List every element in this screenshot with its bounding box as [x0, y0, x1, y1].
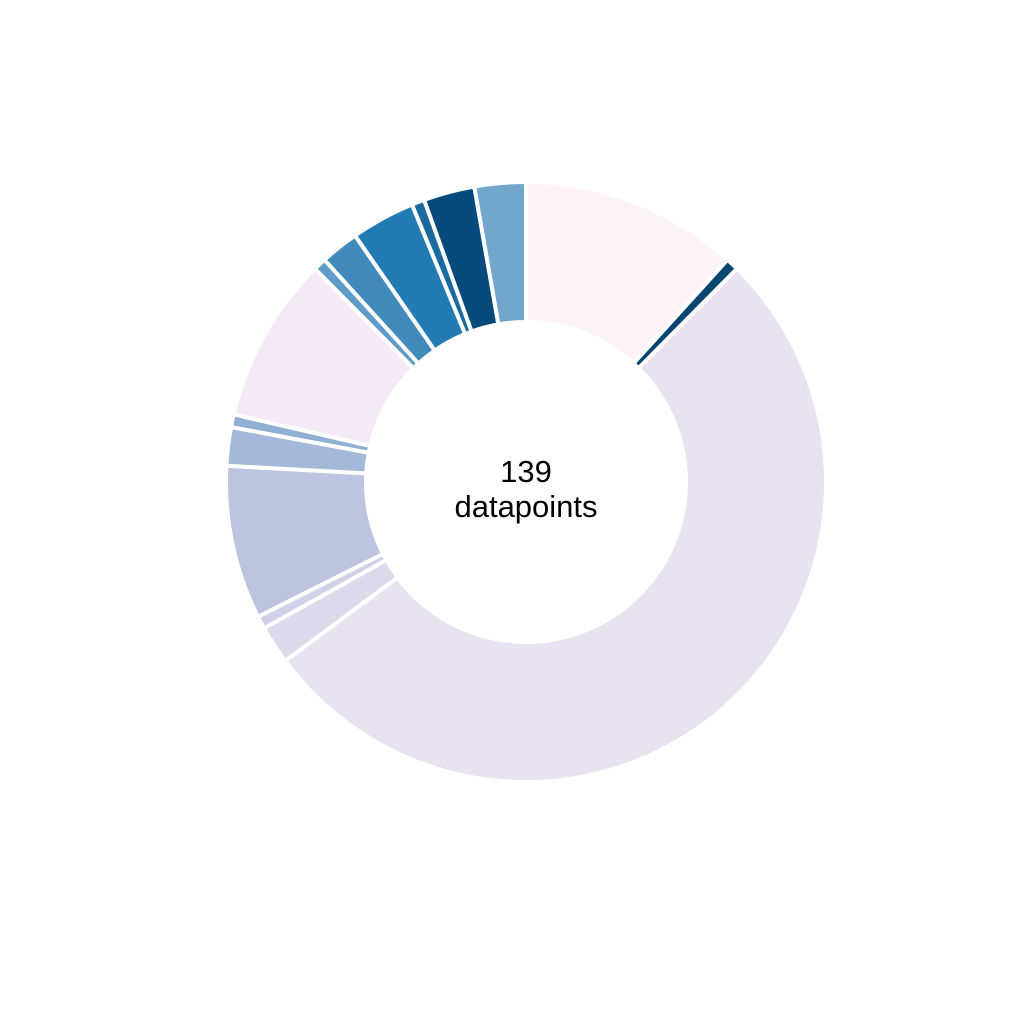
center-label: datapoints [454, 489, 597, 524]
donut-segment-3 [283, 266, 828, 784]
donut-segments [224, 180, 828, 784]
donut-segment-15 [472, 180, 528, 327]
center-count: 139 [500, 454, 552, 489]
